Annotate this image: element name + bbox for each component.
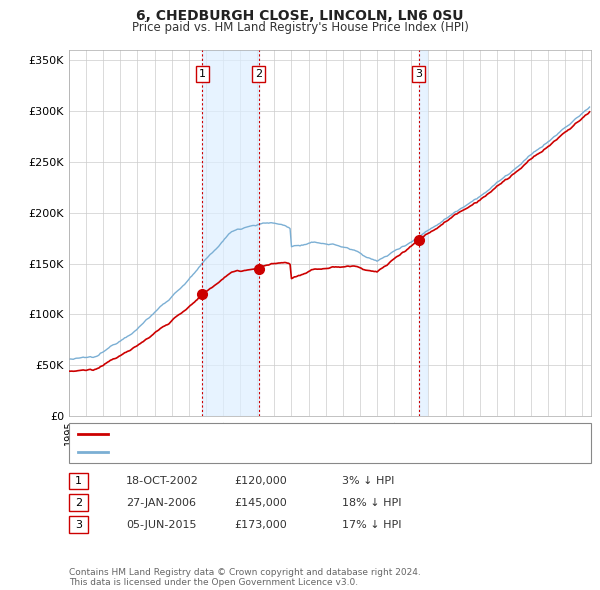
Bar	[419, 50, 427, 416]
Text: Contains HM Land Registry data © Crown copyright and database right 2024.
This d: Contains HM Land Registry data © Crown c…	[69, 568, 421, 587]
Text: 1: 1	[75, 476, 82, 486]
Text: 3% ↓ HPI: 3% ↓ HPI	[342, 476, 394, 486]
Text: 6, CHEDBURGH CLOSE, LINCOLN, LN6 0SU: 6, CHEDBURGH CLOSE, LINCOLN, LN6 0SU	[136, 9, 464, 23]
Text: 18% ↓ HPI: 18% ↓ HPI	[342, 498, 401, 507]
Text: £120,000: £120,000	[234, 476, 287, 486]
Text: 3: 3	[415, 69, 422, 79]
Bar	[202, 50, 259, 416]
Text: HPI: Average price, detached house, Lincoln: HPI: Average price, detached house, Linc…	[114, 447, 344, 457]
Text: 6, CHEDBURGH CLOSE, LINCOLN, LN6 0SU (detached house): 6, CHEDBURGH CLOSE, LINCOLN, LN6 0SU (de…	[114, 430, 430, 440]
Text: 05-JUN-2015: 05-JUN-2015	[126, 520, 197, 529]
Text: 1: 1	[199, 69, 206, 79]
Text: 17% ↓ HPI: 17% ↓ HPI	[342, 520, 401, 529]
Text: 27-JAN-2006: 27-JAN-2006	[126, 498, 196, 507]
Text: £173,000: £173,000	[234, 520, 287, 529]
Text: 2: 2	[255, 69, 262, 79]
Text: 3: 3	[75, 520, 82, 529]
Text: £145,000: £145,000	[234, 498, 287, 507]
Text: Price paid vs. HM Land Registry's House Price Index (HPI): Price paid vs. HM Land Registry's House …	[131, 21, 469, 34]
Text: 2: 2	[75, 498, 82, 507]
Text: 18-OCT-2002: 18-OCT-2002	[126, 476, 199, 486]
